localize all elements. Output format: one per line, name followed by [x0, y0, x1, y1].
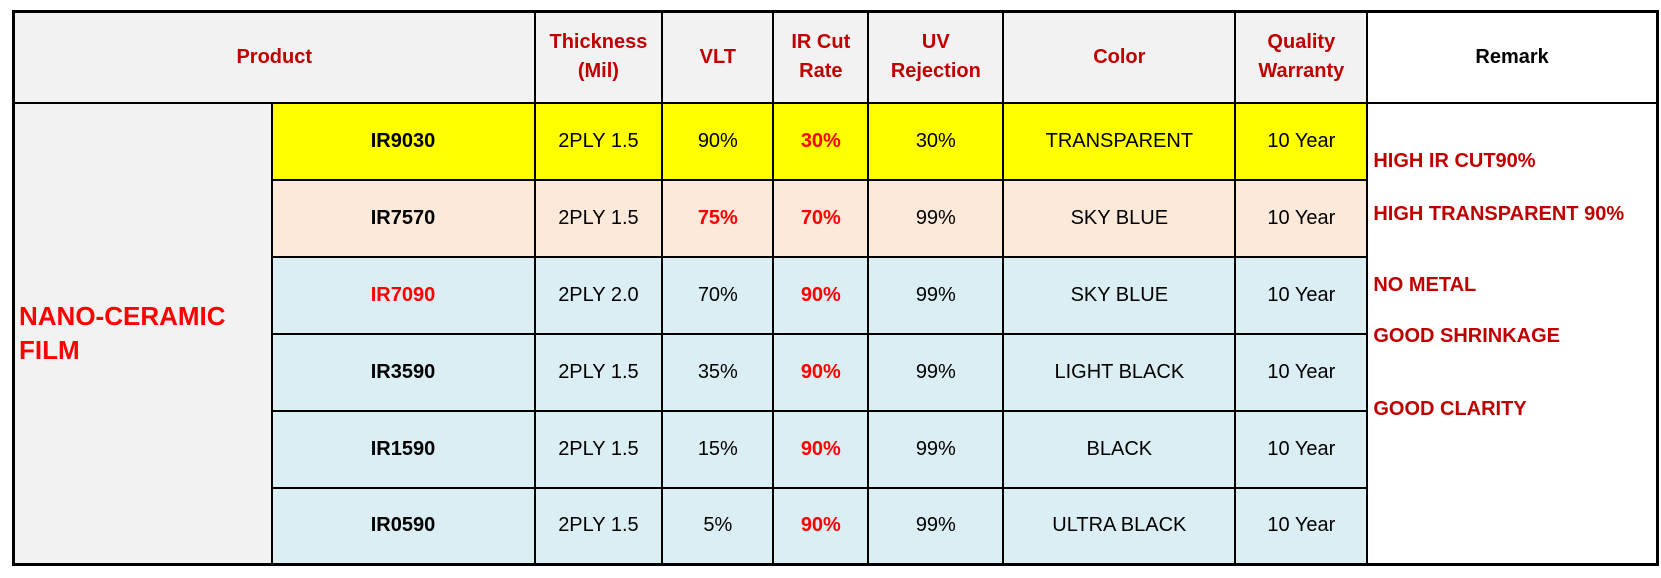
data-cell: 99% — [867, 332, 1005, 412]
header-cell: Thickness (Mil) — [533, 10, 664, 104]
data-cell: 75% — [661, 178, 775, 258]
data-cell: 30% — [867, 101, 1005, 181]
data-cell: 2PLY 1.5 — [533, 101, 664, 181]
data-cell: 90% — [772, 255, 870, 335]
data-row: IR0590 2PLY 1.5 5% 90% 99% ULTRA BLACK 10 Year — [14, 486, 1658, 566]
header-cell: IR Cut Rate — [772, 10, 870, 104]
data-cell: 70% — [772, 178, 870, 258]
data-row: NANO-CERAMIC FILM IR9030 2PLY 1.5 90% 30% 30%… — [12, 101, 1659, 566]
remark-text: HIGH IR CUT90% — [1373, 149, 1536, 172]
product-name: IR1590 — [270, 409, 536, 489]
data-row: IR7090 2PLY 2.0 70% 90% 99% SKY BLUE 10 Year — [14, 255, 1658, 335]
data-cell: 99% — [867, 255, 1005, 335]
remark-text: GOOD CLARITY — [1373, 397, 1527, 420]
product-name: IR3590 — [270, 332, 536, 412]
data-row: IR1590 2PLY 1.5 15% 90% 99% BLACK 10 Year — [14, 409, 1658, 489]
data-cell: 99% — [867, 486, 1005, 566]
data-cell: 90% — [772, 332, 870, 412]
data-cell: 2PLY 1.5 — [533, 409, 664, 489]
data-cell: 10 Year — [1234, 409, 1369, 489]
remark-cell: HIGH IR CUT90% HIGH TRANSPARENT 90% NO MET… — [1366, 101, 1659, 566]
data-cell: 5% — [661, 486, 775, 566]
data-cell: 15% — [661, 409, 775, 489]
header-cell: Product — [12, 10, 536, 104]
header-cell: VLT — [661, 10, 775, 104]
product-name: IR0590 — [270, 486, 536, 566]
data-cell: BLACK — [1002, 409, 1237, 489]
data-cell: 30% — [772, 101, 870, 181]
data-cell: 10 Year — [1234, 178, 1369, 258]
product-name: IR7090 — [270, 255, 536, 335]
data-cell: 2PLY 2.0 — [533, 255, 664, 335]
data-cell: 70% — [661, 255, 775, 335]
remark-text: NO METAL — [1373, 273, 1477, 296]
header-cell: UV Rejection — [867, 10, 1005, 104]
data-cell: 90% — [661, 101, 775, 181]
data-cell: 35% — [661, 332, 775, 412]
data-cell: 10 Year — [1234, 332, 1369, 412]
header-row: Product Thickness (Mil) VLT IR Cut Rate … — [12, 10, 1659, 104]
data-cell: 99% — [867, 409, 1005, 489]
data-cell: 90% — [772, 486, 870, 566]
product-name: IR9030 — [270, 101, 536, 181]
data-cell: SKY BLUE — [1002, 178, 1237, 258]
data-cell: 10 Year — [1234, 486, 1369, 566]
data-cell: 2PLY 1.5 — [533, 486, 664, 566]
data-cell: 10 Year — [1234, 101, 1369, 181]
product-table: Product Thickness (Mil) VLT IR Cut Rate … — [12, 10, 1659, 566]
data-cell: 2PLY 1.5 — [533, 332, 664, 412]
data-cell: 2PLY 1.5 — [533, 178, 664, 258]
data-cell: LIGHT BLACK — [1002, 332, 1237, 412]
data-row: IR7570 2PLY 1.5 75% 70% 99% SKY BLUE 10 Year — [14, 178, 1658, 258]
data-cell: 10 Year — [1234, 255, 1369, 335]
header-cell: Quality Warranty — [1234, 10, 1369, 104]
data-row: IR3590 2PLY 1.5 35% 90% 99% LIGHT BLACK 10 Yea… — [14, 332, 1658, 412]
data-cell: SKY BLUE — [1002, 255, 1237, 335]
remark-text: GOOD SHRINKAGE — [1373, 324, 1561, 347]
data-cell: 99% — [867, 178, 1005, 258]
data-cell: 90% — [772, 409, 870, 489]
product-name: IR7570 — [270, 178, 536, 258]
header-cell: Remark — [1366, 10, 1659, 104]
data-cell: TRANSPARENT — [1002, 101, 1237, 181]
remark-text: HIGH TRANSPARENT 90% — [1373, 202, 1625, 225]
group-label: NANO-CERAMIC FILM — [12, 101, 273, 566]
data-cell: ULTRA BLACK — [1002, 486, 1237, 566]
header-cell: Color — [1002, 10, 1237, 104]
